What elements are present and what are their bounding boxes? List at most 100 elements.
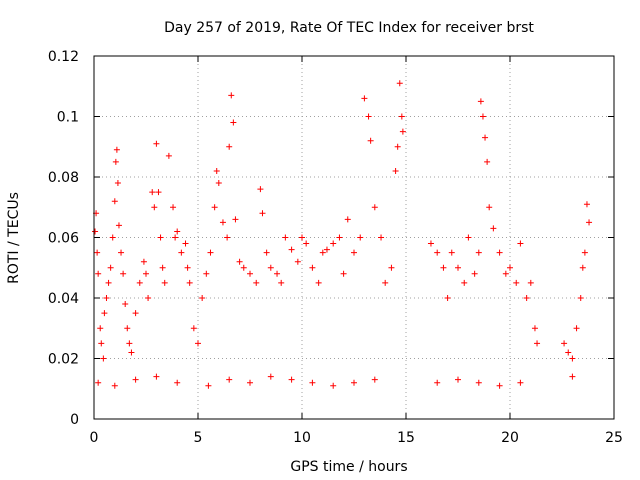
data-point xyxy=(531,325,538,332)
data-point xyxy=(471,270,478,277)
y-tick-labels: 0 0.02 0.04 0.06 0.08 0.1 0.12 xyxy=(48,49,79,428)
data-point xyxy=(484,158,491,165)
y-tick-label: 0.04 xyxy=(48,291,79,307)
data-point xyxy=(267,264,274,271)
data-point xyxy=(378,234,385,241)
data-point xyxy=(507,264,513,271)
data-point xyxy=(95,270,102,277)
data-point xyxy=(199,295,206,301)
data-point xyxy=(440,264,447,271)
x-axis-label: GPS time / hours xyxy=(290,459,407,475)
data-point xyxy=(172,234,179,241)
data-point xyxy=(382,279,389,286)
y-axis-label: ROTI / TECUs xyxy=(6,192,22,284)
data-point xyxy=(143,270,149,277)
y-tick-label: 0.06 xyxy=(48,231,79,247)
data-point xyxy=(455,376,461,383)
data-point xyxy=(107,264,114,271)
data-point xyxy=(294,258,301,265)
data-point xyxy=(174,228,181,235)
data-point xyxy=(105,279,112,286)
data-point xyxy=(205,382,212,389)
data-point xyxy=(444,295,451,301)
data-point xyxy=(203,270,210,277)
data-point xyxy=(145,295,152,301)
data-point xyxy=(174,379,181,386)
data-point xyxy=(527,279,534,286)
data-point xyxy=(226,376,233,383)
data-point xyxy=(112,158,119,165)
data-point xyxy=(569,355,576,362)
data-point xyxy=(213,167,220,174)
data-point xyxy=(259,210,266,217)
grid-lines xyxy=(94,56,614,419)
data-point xyxy=(475,249,482,256)
data-point xyxy=(122,301,129,308)
data-point xyxy=(111,382,118,389)
data-point xyxy=(315,279,322,286)
data-point xyxy=(215,180,222,187)
data-point xyxy=(155,189,162,196)
data-point xyxy=(247,379,253,386)
x-tick-labels: 0 5 10 15 20 25 xyxy=(90,430,623,446)
data-point xyxy=(583,201,590,208)
data-point xyxy=(496,382,503,389)
data-point xyxy=(461,279,468,286)
data-point xyxy=(159,264,166,271)
data-point xyxy=(448,249,455,256)
y-tick-label: 0.08 xyxy=(48,170,79,186)
data-point xyxy=(126,340,133,347)
data-point xyxy=(94,249,101,256)
data-point xyxy=(288,376,295,383)
data-point xyxy=(398,113,405,120)
data-point xyxy=(303,240,310,247)
y-tick-label: 0.12 xyxy=(48,49,79,65)
data-point xyxy=(278,279,285,286)
data-point xyxy=(351,249,357,256)
data-point xyxy=(392,167,399,174)
data-point xyxy=(517,379,524,386)
data-point xyxy=(361,95,368,102)
data-point xyxy=(149,189,156,196)
data-point xyxy=(240,264,247,271)
data-point xyxy=(309,379,316,386)
data-point xyxy=(371,376,378,383)
data-point xyxy=(219,219,226,226)
data-point xyxy=(282,234,289,241)
data-point xyxy=(111,198,118,205)
data-point xyxy=(128,349,135,356)
data-point xyxy=(186,279,193,286)
data-point xyxy=(577,295,584,301)
data-point xyxy=(253,279,260,286)
data-point xyxy=(490,225,497,232)
data-point xyxy=(211,204,218,211)
data-point xyxy=(100,355,107,362)
data-point xyxy=(151,204,158,211)
axis-ticks xyxy=(93,55,615,420)
data-point xyxy=(581,249,588,256)
data-point xyxy=(434,379,441,386)
data-point xyxy=(523,295,530,301)
data-point xyxy=(330,382,337,389)
data-point xyxy=(182,240,189,247)
data-point xyxy=(115,222,122,229)
data-point xyxy=(569,373,576,380)
data-point xyxy=(230,119,237,126)
data-point xyxy=(323,246,330,253)
data-point xyxy=(482,134,489,141)
data-point xyxy=(114,180,121,187)
data-point xyxy=(228,92,235,99)
data-point xyxy=(95,379,102,386)
data-point xyxy=(207,249,214,256)
data-point xyxy=(344,216,351,223)
data-point xyxy=(124,325,131,332)
data-point xyxy=(109,234,116,241)
chart-title: Day 257 of 2019, Rate Of TEC Index for r… xyxy=(164,20,534,36)
data-point xyxy=(309,264,316,271)
data-point xyxy=(136,279,143,286)
x-tick-label: 25 xyxy=(605,430,623,446)
data-point xyxy=(340,270,347,277)
data-point xyxy=(479,113,486,120)
data-point xyxy=(274,270,281,277)
